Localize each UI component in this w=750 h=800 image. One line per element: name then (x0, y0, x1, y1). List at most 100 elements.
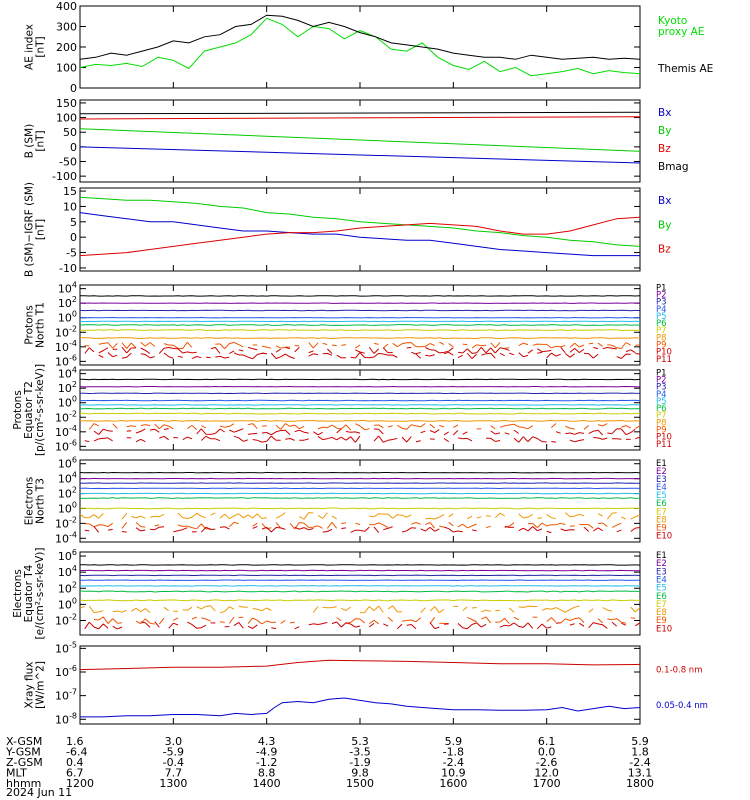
legend-label: P3 (656, 298, 667, 308)
legend-label: P3 (656, 383, 667, 393)
x-axis-value: 5.9 (445, 735, 463, 748)
legend-label: E4 (656, 483, 667, 493)
y-tick-label: 10-8 (55, 711, 77, 726)
legend-label: P11 (656, 355, 672, 365)
y-axis-label: Protons (12, 390, 24, 429)
legend-label: E3 (656, 567, 667, 577)
legend-label: P1 (656, 283, 667, 293)
y-tick-label: 100 (58, 395, 77, 410)
series-line-e10 (84, 621, 641, 630)
y-tick-label: -100 (52, 170, 77, 183)
legend-label: P5 (656, 312, 667, 322)
y-tick-label: 10-6 (55, 664, 77, 679)
legend-label: E7 (656, 507, 667, 517)
x-axis-value: -4.9 (256, 746, 277, 759)
x-axis-value: -2.6 (536, 756, 557, 769)
x-axis-value: 1.6 (66, 735, 84, 748)
series-line-bmag (79, 111, 641, 115)
y-axis-label: Electrons (24, 477, 36, 526)
series-line-e9 (93, 616, 636, 625)
legend-label: E5 (656, 491, 667, 501)
x-axis-row-label: Z-GSM (6, 756, 43, 769)
series-line-p7 (79, 329, 641, 332)
y-tick-label: 10-2 (55, 324, 77, 339)
y-tick-label: 50 (63, 126, 77, 139)
series-line-e6 (80, 497, 641, 500)
series-line-0-1-0-8-nm (79, 659, 641, 671)
series-line-e10 (84, 525, 641, 534)
series-line-p5 (79, 320, 641, 323)
y-axis-label: Equator T4 (23, 564, 35, 622)
legend-label: P7 (656, 326, 667, 336)
x-axis-value: 1400 (253, 777, 281, 790)
x-axis-value: 13.1 (628, 767, 653, 780)
y-axis-label: B (SM) (24, 124, 36, 158)
legend-label: P2 (656, 291, 667, 301)
x-axis-value: -0.4 (163, 756, 184, 769)
series-line-bx (79, 212, 640, 257)
y-axis-label: [e/(cm²-s-sr-keV)] (34, 548, 46, 640)
y-axis-label: North T3 (35, 478, 47, 524)
y-tick-label: 104 (58, 471, 77, 486)
series-line-p7 (80, 412, 641, 415)
y-tick-label: 10-4 (55, 339, 77, 354)
y-axis-label: AE index (24, 24, 36, 70)
x-axis-value: 7.7 (165, 767, 183, 780)
series-line-bz (79, 116, 641, 120)
legend-label: P4 (656, 390, 667, 400)
series-line-kyoto-proxy-ae (79, 17, 641, 77)
legend-label: P11 (656, 440, 672, 450)
y-tick-label: 100 (58, 310, 77, 325)
series-line-e3 (79, 574, 641, 577)
y-tick-label: -10 (59, 262, 77, 275)
x-axis-value: 1800 (626, 777, 654, 790)
series-line-p9 (84, 341, 641, 350)
series-line-p4 (80, 399, 641, 402)
y-tick-label: -50 (59, 156, 77, 169)
y-tick-label: 10-6 (55, 353, 77, 368)
y-axis-label: Electrons (12, 569, 24, 618)
y-tick-label: 10-7 (55, 688, 77, 703)
panel-frame (79, 187, 641, 272)
series-line-by (79, 196, 641, 247)
legend-label: P4 (656, 305, 667, 315)
y-tick-label: 104 (58, 366, 77, 381)
x-axis-value: 1600 (439, 777, 467, 790)
legend-label: P5 (656, 397, 667, 407)
series-line-p11 (84, 435, 641, 443)
series-line-e2 (80, 569, 640, 572)
series-line-e8 (79, 605, 641, 614)
y-axis-label: Equator T2 (23, 381, 35, 439)
legend-label: By (658, 219, 671, 231)
legend-label: P9 (656, 426, 667, 436)
series-line-p3 (79, 309, 641, 312)
y-tick-label: 10-2 (55, 612, 77, 627)
y-tick-label: 10-5 (55, 640, 77, 655)
series-line-by (79, 128, 641, 152)
legend-label: P6 (656, 319, 667, 329)
y-tick-label: 200 (56, 41, 77, 54)
y-axis-label: [nT] (35, 130, 47, 151)
x-axis-row-label: MLT (6, 767, 27, 780)
series-line-bz (79, 216, 641, 257)
panel-frame (79, 551, 641, 636)
panel-frame (79, 5, 641, 89)
y-tick-label: 102 (58, 295, 77, 310)
y-tick-label: 5 (70, 216, 77, 229)
x-axis-row-label: Y-GSM (5, 746, 41, 759)
y-tick-label: 106 (58, 548, 77, 563)
y-tick-label: 102 (58, 580, 77, 595)
legend-label: E3 (656, 475, 667, 485)
y-tick-label: 100 (58, 500, 77, 515)
legend-label: By (658, 125, 671, 137)
x-axis-value: 3.0 (165, 735, 183, 748)
y-tick-label: 100 (56, 62, 77, 75)
x-axis-value: 12.0 (534, 767, 559, 780)
legend-label: E7 (656, 600, 667, 610)
series-line-themis-ae (79, 14, 641, 60)
x-axis-value: -3.5 (349, 746, 370, 759)
x-axis-value: -5.9 (163, 746, 184, 759)
y-tick-label: 10-4 (55, 424, 77, 439)
legend-label: P8 (656, 333, 667, 343)
series-line-p6 (79, 324, 641, 326)
